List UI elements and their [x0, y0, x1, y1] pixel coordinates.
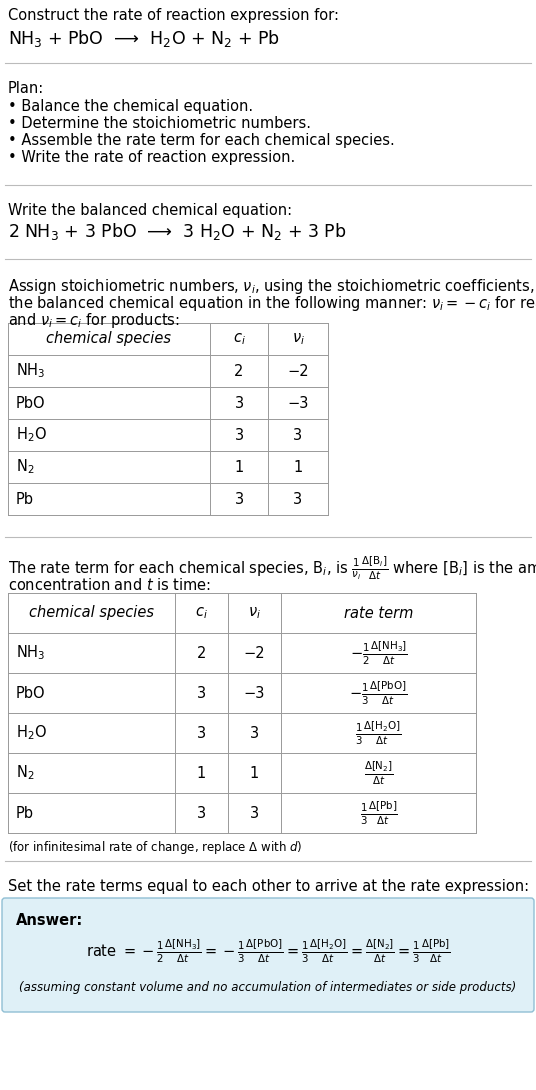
- Text: (for infinitesimal rate of change, replace Δ with $d$): (for infinitesimal rate of change, repla…: [8, 839, 302, 856]
- Text: 1: 1: [234, 460, 244, 474]
- Text: $\nu_i$: $\nu_i$: [292, 331, 304, 347]
- Text: H$_2$O: H$_2$O: [16, 426, 47, 445]
- Text: $-\frac{1}{2}\frac{\Delta[\mathrm{NH_3}]}{\Delta t}$: $-\frac{1}{2}\frac{\Delta[\mathrm{NH_3}]…: [349, 639, 407, 667]
- Text: 3: 3: [197, 726, 206, 740]
- FancyBboxPatch shape: [2, 898, 534, 1012]
- Text: 1: 1: [250, 765, 259, 780]
- Text: −2: −2: [287, 363, 309, 378]
- Text: $-\frac{1}{3}\frac{\Delta[\mathrm{PbO}]}{\Delta t}$: $-\frac{1}{3}\frac{\Delta[\mathrm{PbO}]}…: [349, 679, 408, 706]
- Text: N$_2$: N$_2$: [16, 764, 34, 783]
- Text: 2: 2: [197, 645, 206, 661]
- Text: 2 NH$_3$ + 3 PbO  ⟶  3 H$_2$O + N$_2$ + 3 Pb: 2 NH$_3$ + 3 PbO ⟶ 3 H$_2$O + N$_2$ + 3 …: [8, 221, 346, 242]
- Text: $\nu_i$: $\nu_i$: [248, 605, 261, 621]
- Text: 3: 3: [234, 427, 243, 443]
- Text: H$_2$O: H$_2$O: [16, 724, 47, 742]
- Text: NH$_3$ + PbO  ⟶  H$_2$O + N$_2$ + Pb: NH$_3$ + PbO ⟶ H$_2$O + N$_2$ + Pb: [8, 28, 280, 49]
- Text: 3: 3: [234, 396, 243, 411]
- Text: 3: 3: [234, 492, 243, 507]
- Text: NH$_3$: NH$_3$: [16, 644, 45, 663]
- Text: $\frac{\Delta[\mathrm{N_2}]}{\Delta t}$: $\frac{\Delta[\mathrm{N_2}]}{\Delta t}$: [364, 760, 393, 787]
- Text: Set the rate terms equal to each other to arrive at the rate expression:: Set the rate terms equal to each other t…: [8, 879, 529, 894]
- Text: PbO: PbO: [16, 686, 46, 701]
- Text: $\frac{1}{3}\frac{\Delta[\mathrm{Pb}]}{\Delta t}$: $\frac{1}{3}\frac{\Delta[\mathrm{Pb}]}{\…: [360, 799, 398, 826]
- Text: Pb: Pb: [16, 806, 34, 821]
- Text: • Write the rate of reaction expression.: • Write the rate of reaction expression.: [8, 150, 295, 165]
- Text: • Balance the chemical equation.: • Balance the chemical equation.: [8, 99, 253, 114]
- Text: • Assemble the rate term for each chemical species.: • Assemble the rate term for each chemic…: [8, 133, 394, 148]
- Text: (assuming constant volume and no accumulation of intermediates or side products): (assuming constant volume and no accumul…: [19, 981, 517, 994]
- Text: 3: 3: [197, 806, 206, 821]
- Text: −3: −3: [287, 396, 309, 411]
- Text: 2: 2: [234, 363, 244, 378]
- Text: rate term: rate term: [344, 606, 413, 620]
- Text: NH$_3$: NH$_3$: [16, 362, 45, 380]
- Text: concentration and $t$ is time:: concentration and $t$ is time:: [8, 577, 211, 593]
- Text: Answer:: Answer:: [16, 913, 83, 928]
- Text: Write the balanced chemical equation:: Write the balanced chemical equation:: [8, 203, 292, 218]
- Text: $c_i$: $c_i$: [195, 605, 208, 621]
- Text: chemical species: chemical species: [29, 606, 154, 620]
- Text: 3: 3: [250, 726, 259, 740]
- Text: PbO: PbO: [16, 396, 46, 411]
- Text: 3: 3: [197, 686, 206, 701]
- Text: rate $= -\frac{1}{2}\frac{\Delta[\mathrm{NH_3}]}{\Delta t} = -\frac{1}{3}\frac{\: rate $= -\frac{1}{2}\frac{\Delta[\mathrm…: [86, 937, 450, 965]
- Text: chemical species: chemical species: [47, 331, 172, 347]
- Text: Pb: Pb: [16, 492, 34, 507]
- Text: 3: 3: [293, 492, 302, 507]
- Text: the balanced chemical equation in the following manner: $\nu_i = -c_i$ for react: the balanced chemical equation in the fo…: [8, 294, 536, 313]
- Text: $c_i$: $c_i$: [233, 331, 245, 347]
- Text: $\frac{1}{3}\frac{\Delta[\mathrm{H_2O}]}{\Delta t}$: $\frac{1}{3}\frac{\Delta[\mathrm{H_2O}]}…: [355, 719, 401, 747]
- Text: −2: −2: [244, 645, 265, 661]
- Text: Construct the rate of reaction expression for:: Construct the rate of reaction expressio…: [8, 8, 339, 23]
- Text: Plan:: Plan:: [8, 81, 44, 96]
- Text: • Determine the stoichiometric numbers.: • Determine the stoichiometric numbers.: [8, 116, 311, 131]
- Text: N$_2$: N$_2$: [16, 458, 34, 476]
- Text: Assign stoichiometric numbers, $\nu_i$, using the stoichiometric coefficients, $: Assign stoichiometric numbers, $\nu_i$, …: [8, 277, 536, 296]
- Text: 1: 1: [197, 765, 206, 780]
- Text: 1: 1: [293, 460, 303, 474]
- Text: 3: 3: [250, 806, 259, 821]
- Text: The rate term for each chemical species, B$_i$, is $\frac{1}{\nu_i}\frac{\Delta[: The rate term for each chemical species,…: [8, 555, 536, 582]
- Text: and $\nu_i = c_i$ for products:: and $\nu_i = c_i$ for products:: [8, 311, 180, 330]
- Text: −3: −3: [244, 686, 265, 701]
- Text: 3: 3: [293, 427, 302, 443]
